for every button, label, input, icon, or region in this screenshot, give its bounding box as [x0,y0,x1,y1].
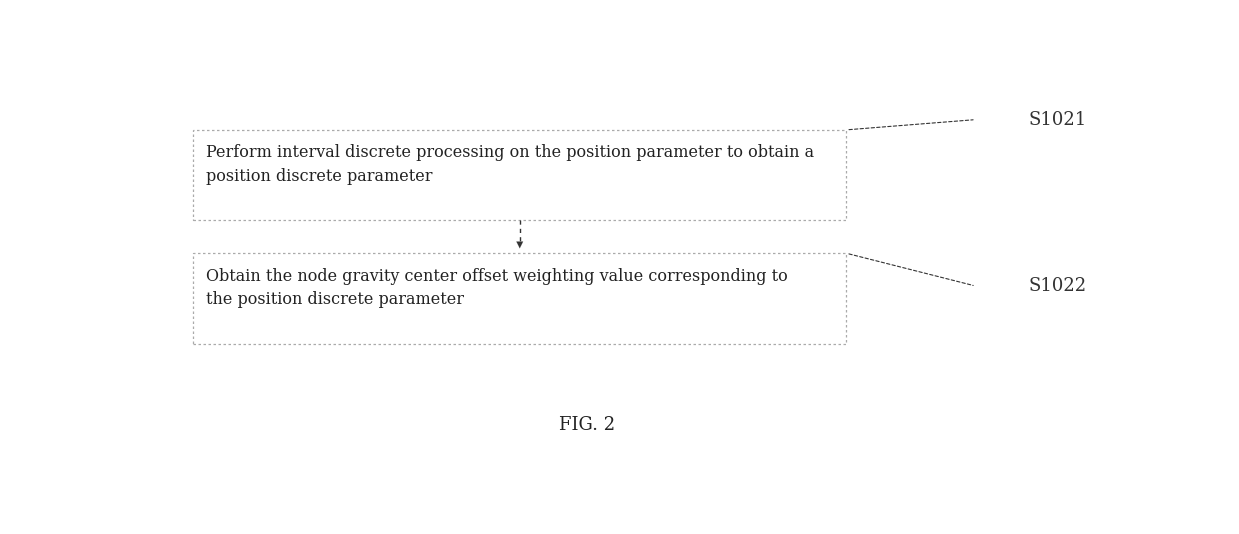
Bar [193,130,846,221]
Bar [193,253,846,344]
Text: Perform interval discrete processing on the position parameter to obtain a
posit: Perform interval discrete processing on … [206,144,814,185]
Text: S1021: S1021 [1028,111,1087,129]
Text: FIG. 2: FIG. 2 [559,416,615,434]
Text: Obtain the node gravity center offset weighting value corresponding to
the posit: Obtain the node gravity center offset we… [206,268,788,308]
Text: S1022: S1022 [1028,277,1087,295]
